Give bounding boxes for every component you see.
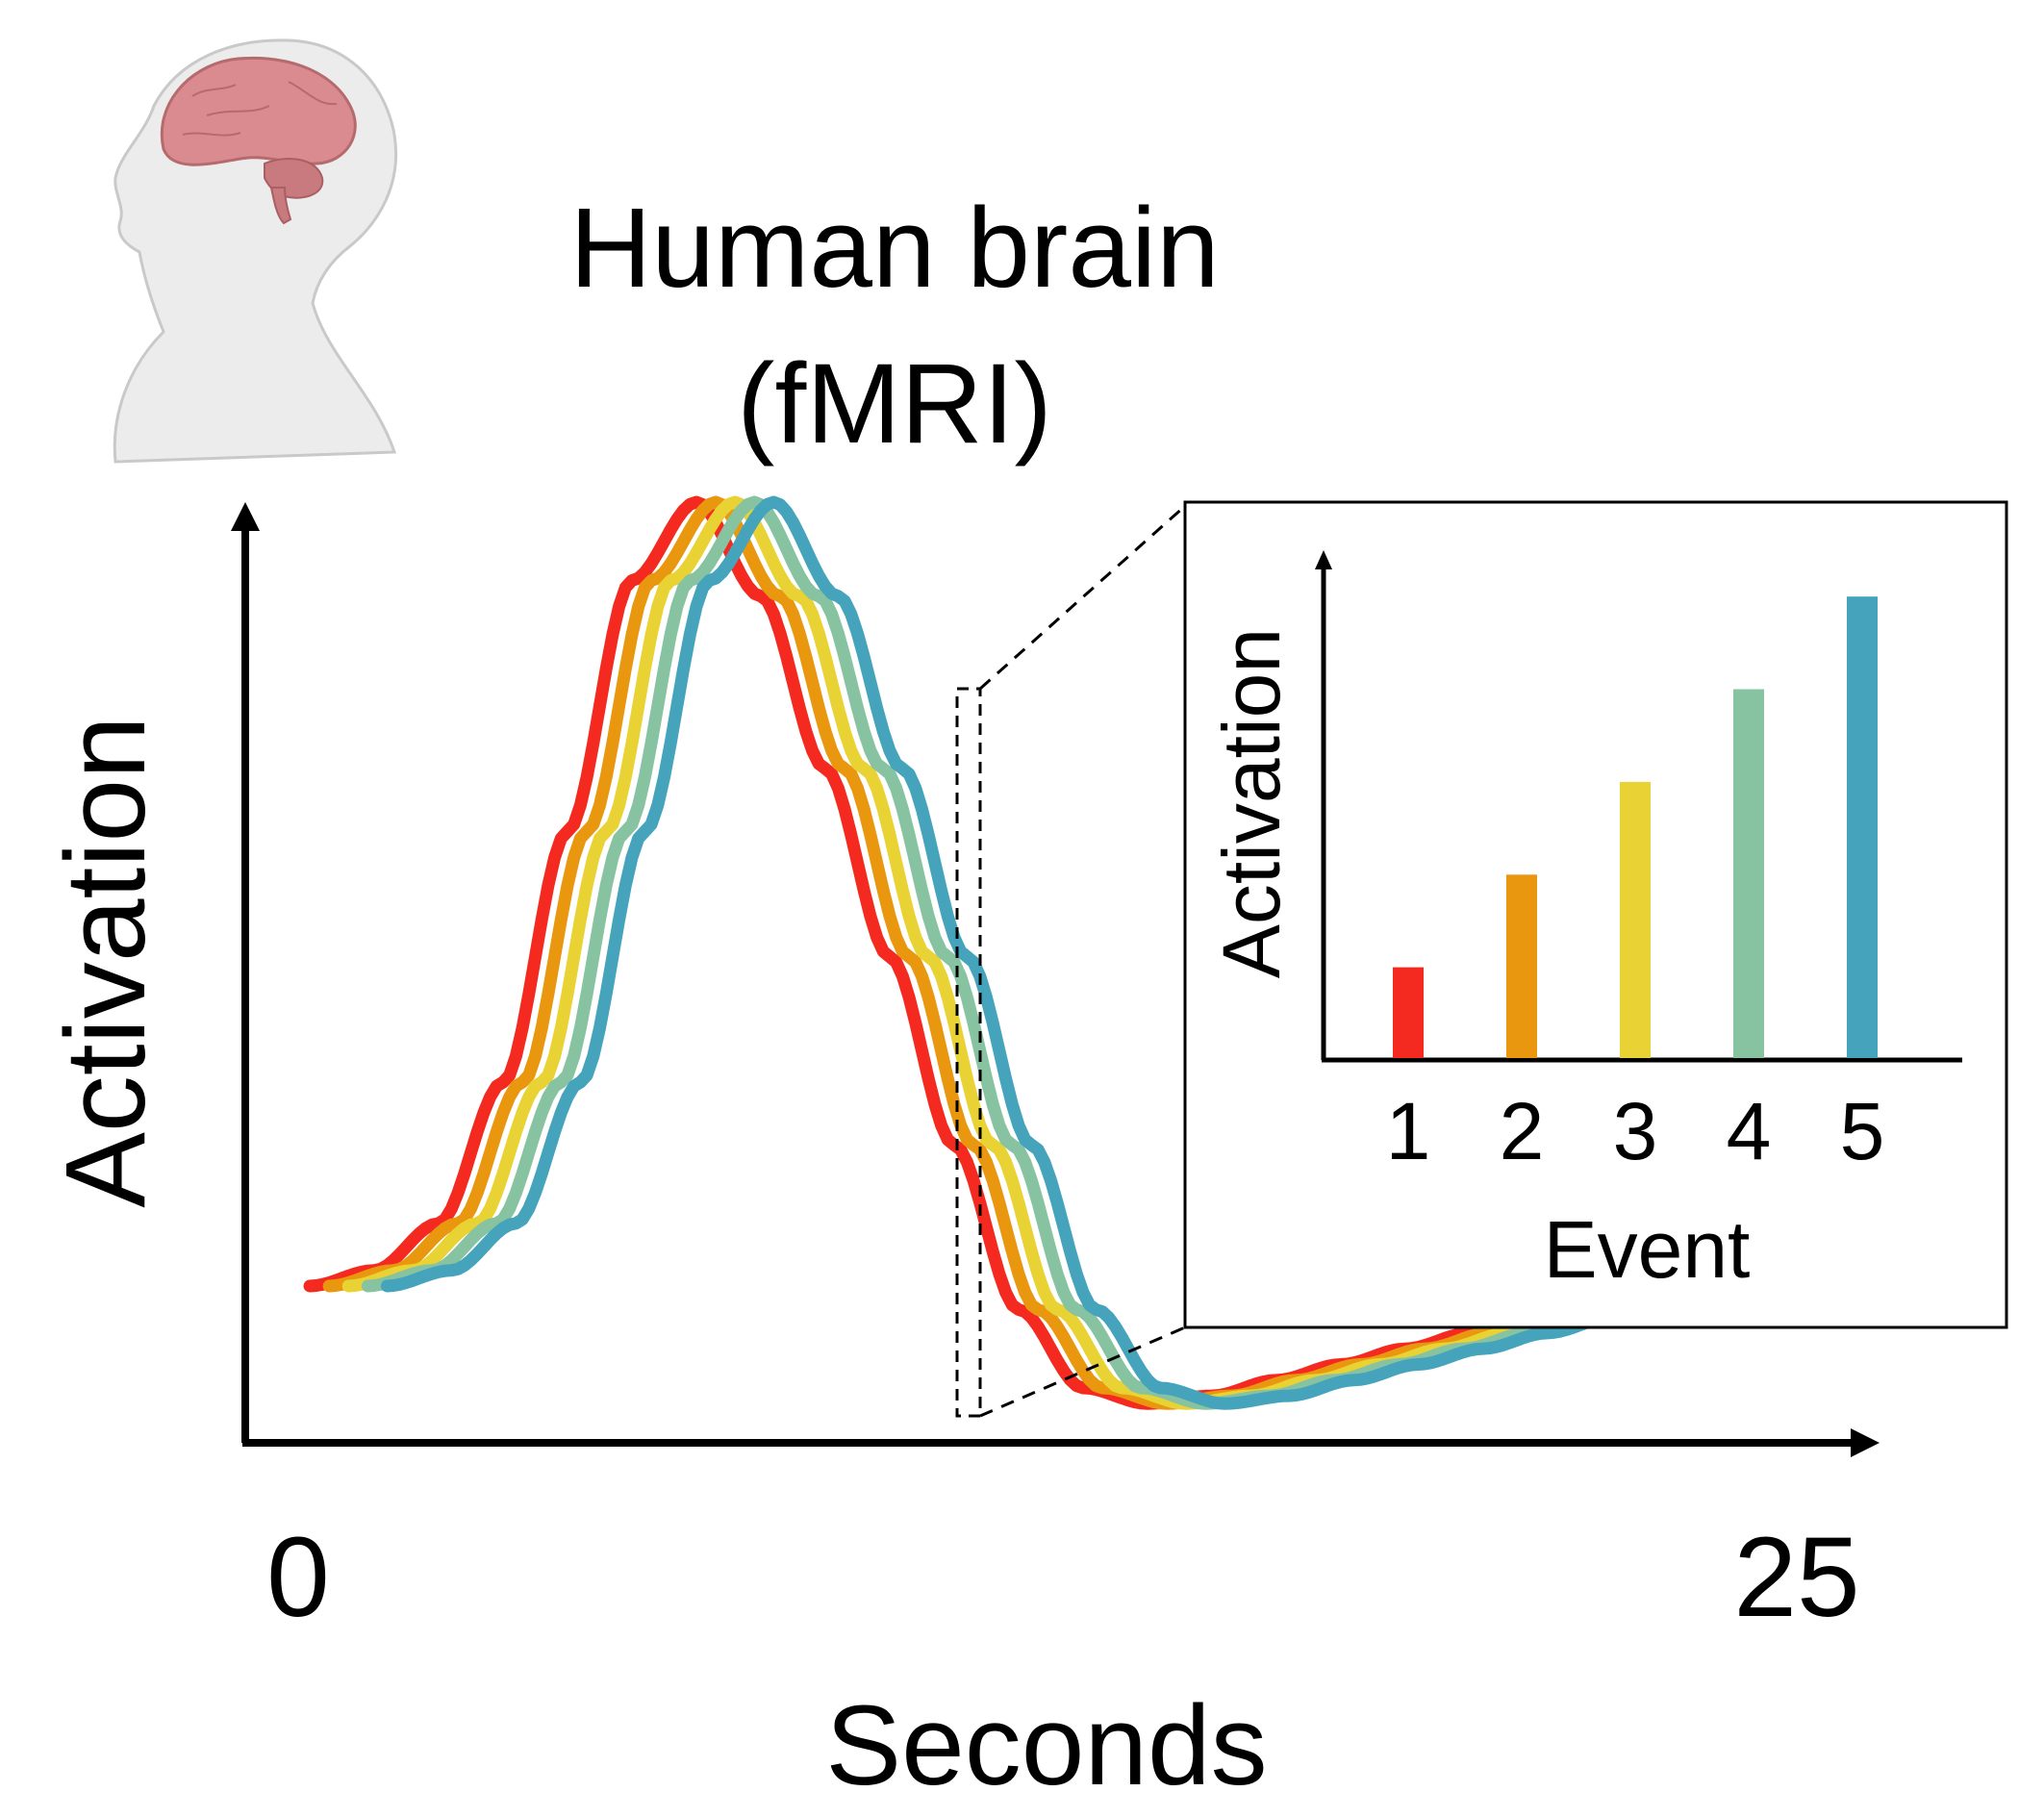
inset-x-tick-5: 5 [1840,1086,1885,1176]
main-x-tick-25: 25 [1733,1514,1859,1641]
main-x-axis-arrow [1851,1428,1880,1457]
inset-bar-event-3 [1620,781,1651,1058]
inset-x-tick-2: 2 [1500,1086,1545,1176]
inset-bar-event-1 [1393,967,1424,1058]
inset-x-axis-label: Event [1544,1204,1751,1295]
zoom-connector-bottom [979,1325,1186,1418]
main-x-axis-label: Seconds [825,1682,1267,1809]
inset-bars [1393,596,1878,1058]
chart-title-line-2: (fMRI) [737,341,1052,467]
hrf-curve-event-5 [380,495,1794,1410]
inset-x-tick-1: 1 [1386,1086,1431,1176]
inset-y-axis-arrow [1315,550,1332,569]
main-axes [231,502,1880,1457]
inset-bar-event-2 [1506,874,1537,1058]
inset-bar-event-5 [1847,596,1878,1058]
human-head-brain-icon [113,38,398,464]
main-y-axis-arrow [231,502,260,531]
inset-bar-event-4 [1733,689,1764,1058]
inset-x-tick-4: 4 [1727,1086,1772,1176]
inset-y-axis-label: Activation [1206,628,1297,978]
highlight-window-rect [955,687,982,1418]
main-x-tick-0: 0 [266,1514,330,1641]
zoom-window [955,504,1186,1418]
chart-title-line-1: Human brain [569,185,1220,312]
main-y-axis-label: Activation [42,716,169,1208]
inset-x-tick-3: 3 [1613,1086,1658,1176]
zoom-connector-top [979,504,1186,691]
